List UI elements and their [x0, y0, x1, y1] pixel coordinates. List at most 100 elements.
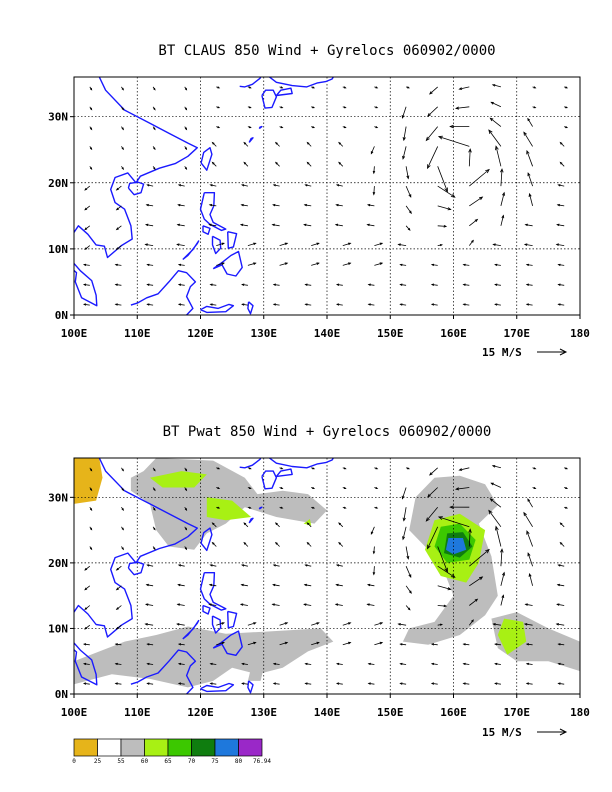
wind-vector-head [334, 223, 339, 227]
wind-vector [491, 101, 502, 108]
coastline [74, 458, 198, 686]
wind-vector-head [366, 603, 370, 606]
wind-vector-head [89, 167, 93, 171]
wind-vector-head [240, 203, 244, 207]
wind-vector-head [462, 643, 466, 646]
wind-vector-head [559, 541, 563, 545]
wind-vector-head [121, 547, 124, 551]
wind-vector [241, 584, 248, 587]
wind-vector-head [407, 86, 410, 89]
wind-vector-head [153, 107, 156, 111]
wind-vector-head [462, 283, 466, 286]
wind-vector-head [153, 147, 156, 151]
wind-vector-head [121, 127, 124, 131]
wind-vector-head [316, 262, 320, 266]
wind-vector [469, 219, 478, 227]
wind-vector [459, 467, 470, 471]
wind-vector-head [239, 603, 244, 606]
wind-vector-head [306, 141, 310, 145]
wind-vector [437, 185, 456, 198]
wind-vector-head [306, 541, 310, 545]
wind-vector-head [208, 583, 213, 587]
wind-vector [374, 642, 383, 646]
coastline [275, 468, 293, 478]
wind-vector [437, 546, 448, 572]
wind-vector-head [217, 506, 221, 509]
wind-vector-head [348, 242, 352, 246]
wind-vector-head [468, 528, 472, 533]
wind-vector-head [121, 107, 124, 111]
wind-vector-head [89, 488, 93, 492]
pwat-moist-patch [247, 667, 264, 681]
wind-vector-head [401, 114, 405, 119]
wind-vector-head [115, 227, 119, 231]
wind-vector-head [243, 522, 247, 526]
wind-vector-head [211, 141, 215, 145]
wind-vector [279, 242, 288, 246]
panel2-reference-label: 15 M/S [482, 726, 522, 739]
wind-vector [490, 117, 502, 127]
wind-vector-head [146, 682, 150, 685]
wind-vector-head [304, 283, 308, 286]
wind-vector [527, 498, 533, 508]
wind-vector-head [437, 135, 443, 140]
wind-vector-head [429, 472, 433, 476]
wind-vector-head [146, 303, 150, 306]
wind-vector-head [312, 467, 316, 470]
wind-vector-head [500, 548, 504, 553]
wind-vector [500, 572, 505, 586]
wind-vector-head [406, 555, 410, 560]
wind-vector-head [221, 622, 225, 625]
wind-vector-head [500, 168, 504, 173]
coastline [239, 77, 262, 88]
wind-vector [311, 642, 320, 646]
wind-vector-head [312, 86, 316, 89]
wind-vector [145, 224, 154, 227]
wind-vector-head [176, 223, 181, 227]
wind-vector [403, 126, 407, 141]
wind-vector-head [406, 175, 410, 180]
wind-vector-head [82, 643, 87, 646]
wind-vector [527, 118, 533, 127]
wind-vector-head [399, 263, 403, 267]
wind-vector-head [177, 662, 182, 666]
wind-vector [427, 146, 439, 169]
wind-vector-head [430, 263, 435, 267]
wind-vector-head [471, 239, 474, 243]
wind-vector-head [306, 522, 310, 526]
wind-vector [524, 244, 533, 246]
coastline [74, 77, 198, 307]
wind-vector-head [248, 467, 252, 470]
wind-vector-head [304, 184, 308, 187]
wind-vector-head [557, 283, 561, 286]
wind-vector-head [121, 488, 124, 492]
wind-vector-head [468, 148, 472, 153]
wind-vector-head [501, 571, 506, 576]
wind-vector-head [494, 303, 498, 306]
x-tick-label: 150E [377, 327, 404, 340]
wind-vector [402, 146, 407, 159]
wind-vector-head [280, 86, 284, 89]
wind-vector [84, 605, 91, 610]
wind-vector-head [343, 106, 347, 109]
wind-vector-head [557, 564, 561, 567]
wind-vector [374, 262, 383, 266]
wind-vector-head [379, 641, 384, 645]
wind-vector-head [523, 243, 528, 247]
coastline [248, 137, 254, 143]
wind-vector-head [399, 682, 403, 685]
wind-vector-head [240, 583, 244, 587]
wind-vector [526, 150, 533, 167]
wind-vector-head [208, 223, 212, 227]
wind-vector-head [338, 522, 342, 526]
wind-vector [405, 185, 412, 198]
wind-vector [492, 465, 502, 469]
wind-vector [402, 526, 407, 540]
wind-vector-head [243, 161, 247, 165]
wind-vector-head [146, 564, 150, 567]
wind-vector-head [153, 167, 156, 171]
wind-vector [500, 549, 503, 567]
wind-vector [177, 603, 185, 606]
wind-vector-head [184, 468, 188, 472]
wind-vector-head [399, 283, 403, 286]
